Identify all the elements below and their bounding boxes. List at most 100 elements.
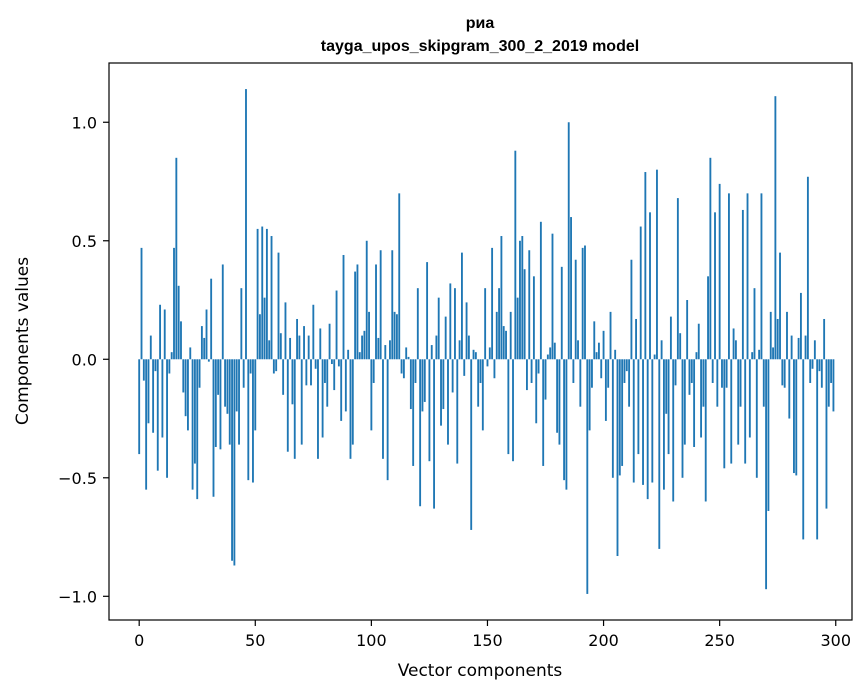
bar-component-27 <box>200 326 203 360</box>
bar-component-77 <box>317 359 319 459</box>
bar-component-275 <box>776 318 779 360</box>
bar-component-246 <box>709 157 712 360</box>
bar-component-288 <box>806 176 809 360</box>
bar-component-283 <box>795 359 798 476</box>
bar-component-293 <box>818 359 821 372</box>
bar-component-90 <box>347 349 350 360</box>
x-axis-label: Vector components <box>398 661 563 681</box>
bar-component-251 <box>721 359 723 388</box>
bar-component-203 <box>609 311 612 360</box>
bar-component-125 <box>428 359 431 462</box>
bar-component-280 <box>788 359 791 419</box>
bar-component-204 <box>611 359 614 478</box>
bar-component-111 <box>395 314 398 360</box>
bar-component-121 <box>419 359 422 507</box>
bar-component-142 <box>467 335 470 360</box>
bar-component-12 <box>166 359 168 478</box>
bar-component-233 <box>679 333 682 360</box>
bar-component-43 <box>238 359 240 445</box>
y-tick-label: 0.0 <box>72 350 97 369</box>
bar-component-19 <box>182 359 185 393</box>
bar-component-96 <box>361 335 364 360</box>
bar-component-244 <box>704 359 707 502</box>
x-tick-label: 200 <box>588 631 619 650</box>
bar-component-147 <box>479 359 482 383</box>
bar-component-227 <box>665 359 668 414</box>
bar-component-248 <box>714 212 716 360</box>
bar-component-10 <box>161 359 164 438</box>
bar-component-192 <box>584 245 586 360</box>
bar-component-68 <box>296 318 298 360</box>
bar-component-139 <box>461 252 463 360</box>
y-axis-label: Components values <box>13 257 33 425</box>
bar-component-267 <box>758 349 761 360</box>
bar-component-252 <box>723 359 726 469</box>
bar-component-140 <box>463 359 466 376</box>
bar-component-13 <box>168 359 171 374</box>
bar-component-101 <box>372 359 375 383</box>
bar-component-210 <box>625 359 628 372</box>
bar-component-126 <box>430 345 433 360</box>
bar-component-88 <box>342 254 345 360</box>
bar-component-106 <box>384 345 387 360</box>
bar-component-74 <box>310 359 312 386</box>
bar-component-112 <box>398 193 401 360</box>
bar-component-230 <box>672 359 675 502</box>
bar-component-223 <box>656 169 658 360</box>
bar-component-166 <box>523 269 526 360</box>
bar-component-14 <box>170 352 173 360</box>
bar-component-130 <box>440 359 442 426</box>
bar-component-250 <box>718 183 721 360</box>
bar-component-61 <box>279 333 282 360</box>
bar-component-141 <box>465 302 468 360</box>
bar-component-289 <box>809 359 812 383</box>
chart-subtitle: tayga_upos_skipgram_300_2_2019 model <box>321 38 639 55</box>
bar-component-170 <box>532 276 535 360</box>
bar-component-294 <box>820 359 823 388</box>
bar-component-120 <box>416 288 419 360</box>
bar-component-222 <box>653 354 656 360</box>
bar-component-193 <box>586 359 589 594</box>
bar-component-198 <box>597 342 600 360</box>
bar-component-62 <box>282 359 285 395</box>
bar-component-15 <box>173 247 175 360</box>
bar-component-100 <box>370 359 373 431</box>
bar-component-181 <box>558 359 561 445</box>
bar-component-99 <box>368 311 370 360</box>
bar-component-188 <box>574 259 577 360</box>
bar-component-277 <box>781 359 784 386</box>
bar-component-160 <box>509 311 512 360</box>
bar-component-9 <box>159 304 162 360</box>
bar-component-70 <box>300 359 303 445</box>
bar-component-195 <box>591 359 593 388</box>
bar-component-64 <box>286 359 289 452</box>
bar-component-172 <box>537 359 540 374</box>
bar-component-249 <box>716 359 719 407</box>
bar-component-105 <box>382 359 384 459</box>
bar-component-153 <box>493 359 496 379</box>
bar-component-165 <box>521 236 524 360</box>
bar-component-163 <box>516 297 519 360</box>
bar-component-59 <box>275 359 278 372</box>
bar-component-194 <box>588 359 591 431</box>
bar-component-138 <box>458 340 461 360</box>
bar-component-134 <box>449 283 452 360</box>
y-tick-label: 1.0 <box>72 113 97 132</box>
bar-component-273 <box>772 347 774 360</box>
bar-component-262 <box>746 193 749 360</box>
bar-component-239 <box>693 359 696 447</box>
bar-component-42 <box>235 359 238 412</box>
bar-component-218 <box>644 172 647 360</box>
bar-component-55 <box>265 228 268 360</box>
bar-component-287 <box>804 335 807 360</box>
bar-component-151 <box>488 347 491 360</box>
bar-component-129 <box>437 297 440 360</box>
x-tick-label: 250 <box>704 631 735 650</box>
bar-component-238 <box>690 359 693 383</box>
bar-component-285 <box>799 292 802 360</box>
bar-component-295 <box>823 318 826 360</box>
bar-component-92 <box>351 359 354 445</box>
bar-component-23 <box>191 359 194 490</box>
bar-component-206 <box>616 359 619 557</box>
bar-component-237 <box>688 359 691 395</box>
